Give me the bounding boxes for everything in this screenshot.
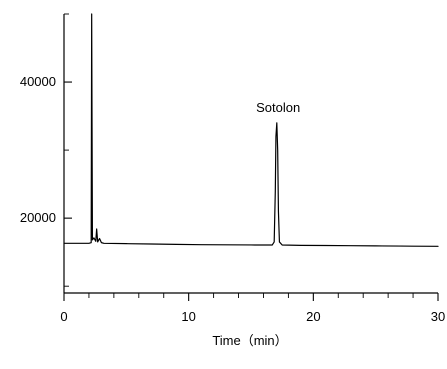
x-tick-label: 30 xyxy=(431,309,445,324)
x-tick-label: 20 xyxy=(306,309,320,324)
axes-layer xyxy=(63,14,438,294)
chromatogram-trace xyxy=(63,13,439,247)
y-tick-label: 40000 xyxy=(20,74,56,89)
x-axis-label: Time（min） xyxy=(212,333,287,348)
y-tick-label: 20000 xyxy=(20,210,56,225)
y-ticks-layer: 20000 40000 xyxy=(20,13,72,287)
x-tick-label: 0 xyxy=(60,309,67,324)
sotolon-annotation: Sotolon xyxy=(256,100,300,115)
x-ticks-layer: 0 10 20 30 xyxy=(60,293,445,324)
x-tick-label: 10 xyxy=(181,309,195,324)
